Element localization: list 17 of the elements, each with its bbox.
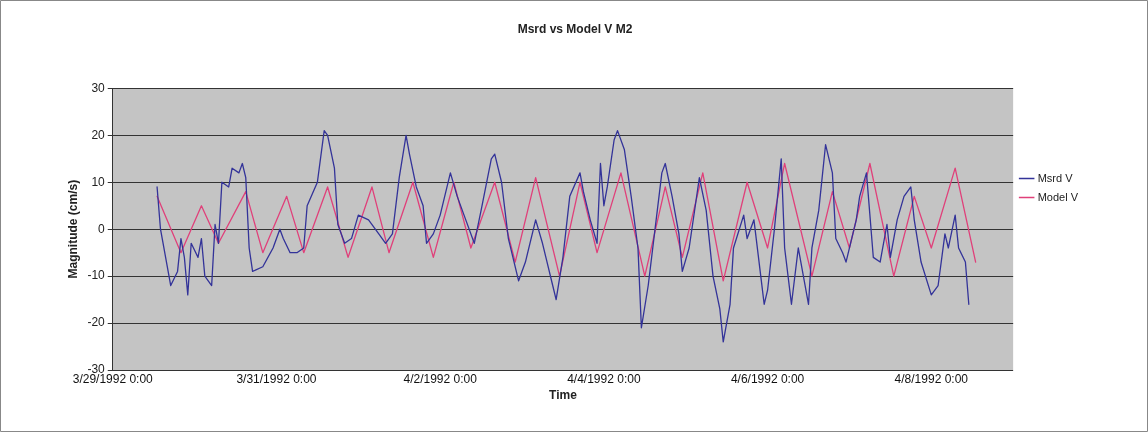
x-tick-label: 4/4/1992 0:00	[567, 372, 641, 387]
x-tick-label: 3/31/1992 0:00	[236, 372, 317, 387]
x-tick-label: 3/29/1992 0:00	[72, 372, 154, 387]
x-tick-label: 4/2/1992 0:00	[403, 372, 478, 387]
y-tick-label: 20	[91, 127, 106, 142]
legend-label: Model V	[1037, 190, 1079, 203]
x-tick-label: 4/6/1992 0:00	[730, 372, 805, 387]
x-tick-label: 4/8/1992 0:00	[894, 372, 969, 387]
y-tick-label: -10	[87, 268, 106, 283]
y-tick-label: 10	[91, 174, 106, 189]
y-tick-label: 0	[98, 221, 106, 236]
legend-label: Msrd V	[1037, 171, 1074, 184]
chart-title: Msrd vs Model V M2	[517, 21, 633, 36]
x-axis-title: Time	[549, 388, 578, 403]
y-tick-label: -20	[87, 315, 106, 330]
y-axis-title: Magnitude (cm/s)	[65, 179, 80, 279]
y-tick-label: 30	[91, 80, 106, 95]
